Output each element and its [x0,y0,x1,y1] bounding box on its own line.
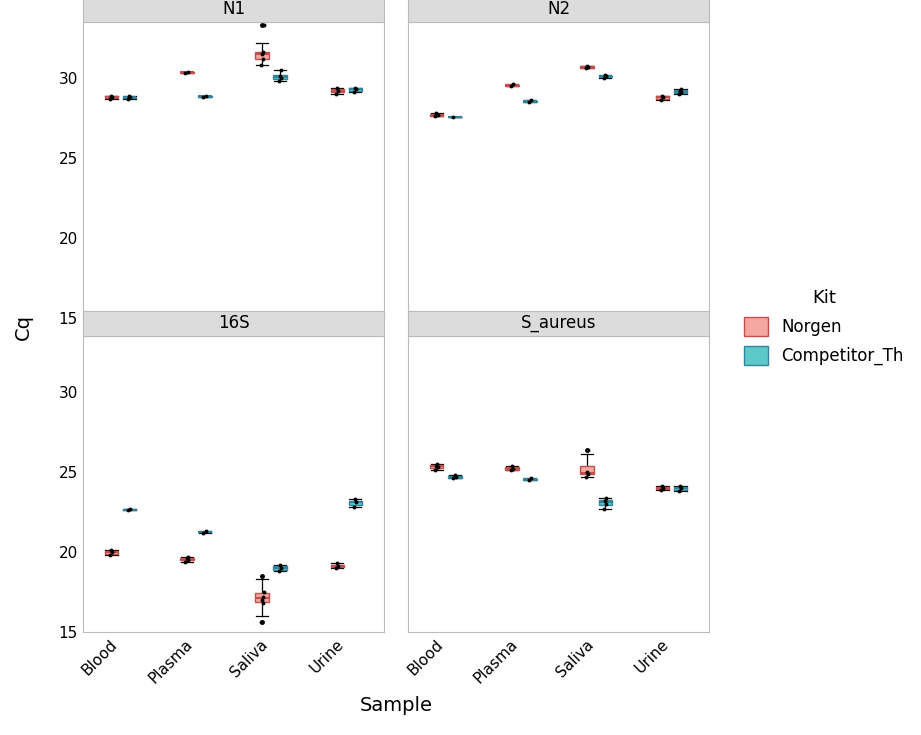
FancyBboxPatch shape [408,311,709,336]
Bar [506,85,519,86]
Bar [674,487,687,490]
Text: 16S: 16S [217,315,250,332]
Bar [580,467,594,474]
Legend: Norgen, Competitor_Th: Norgen, Competitor_Th [736,280,912,374]
Bar [122,509,136,510]
Bar [331,89,344,93]
Bar [255,593,269,603]
Bar [122,97,136,98]
Bar [674,90,687,93]
Bar [430,114,443,115]
Bar [599,76,612,77]
FancyBboxPatch shape [83,311,384,336]
Bar [448,476,461,478]
Bar [430,465,443,468]
Bar [580,66,594,68]
Bar [255,52,269,59]
Bar [198,96,212,97]
Bar [506,467,519,470]
Bar [274,567,286,570]
Bar [180,72,193,73]
Bar [599,500,612,505]
Bar [656,96,670,99]
Bar [105,96,118,98]
Bar [105,551,118,553]
Bar [180,558,193,561]
Bar [274,75,286,79]
FancyBboxPatch shape [408,0,709,22]
Text: Sample: Sample [359,696,433,715]
Text: Cq: Cq [14,314,32,340]
FancyBboxPatch shape [83,0,384,22]
Bar [523,478,537,480]
Text: S_aureus: S_aureus [521,315,597,332]
Text: N2: N2 [547,1,570,18]
Bar [656,487,670,489]
Bar [349,501,362,505]
Bar [349,88,362,91]
Text: N1: N1 [222,1,245,18]
Bar [198,531,212,532]
Bar [331,565,344,567]
